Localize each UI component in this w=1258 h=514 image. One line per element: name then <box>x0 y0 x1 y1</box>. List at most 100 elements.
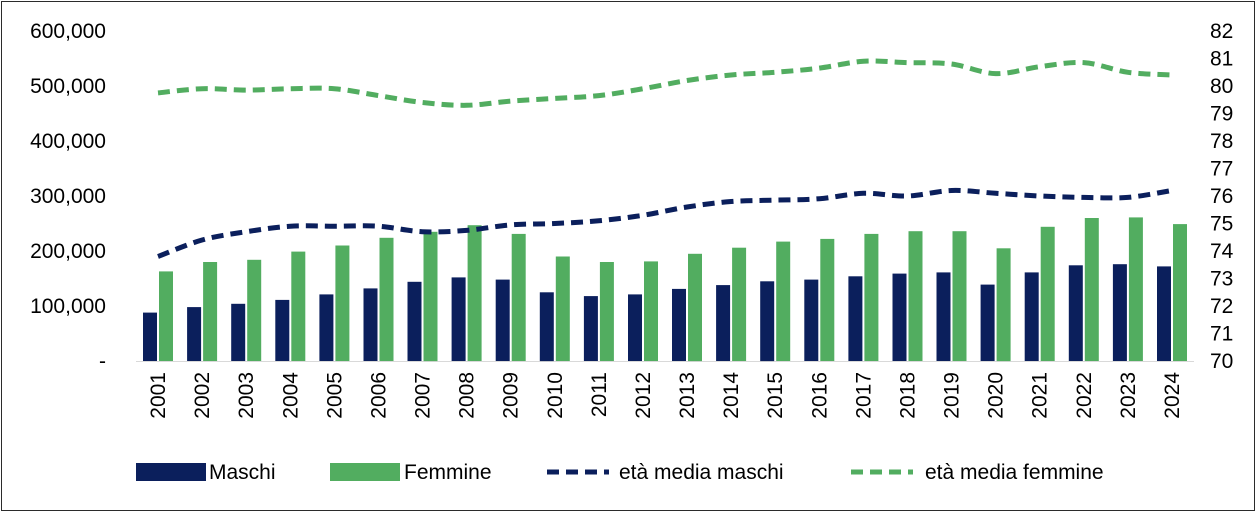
right-tick-label: 71 <box>1210 323 1233 346</box>
x-tick-label: 2005 <box>323 372 346 419</box>
x-tick-label: 2013 <box>676 372 699 419</box>
right-tick-label: 73 <box>1210 268 1233 291</box>
x-tick-label: 2018 <box>896 372 919 419</box>
x-tick-label: 2003 <box>235 372 258 419</box>
bar-maschi <box>1068 265 1083 361</box>
x-tick-label: 2006 <box>367 372 390 419</box>
x-tick-label: 2004 <box>279 372 302 419</box>
left-tick-label: 300,000 <box>30 185 106 208</box>
bar-maschi <box>231 303 246 361</box>
legend-label: Maschi <box>209 461 276 484</box>
legend-label: età media maschi <box>619 461 784 484</box>
bar-maschi <box>760 281 775 362</box>
bar-femmine <box>511 233 526 361</box>
right-tick-label: 75 <box>1210 213 1233 236</box>
right-tick-label: 70 <box>1210 350 1233 373</box>
x-tick-label: 2016 <box>808 372 831 419</box>
right-tick-label: 76 <box>1210 185 1233 208</box>
bar-maschi <box>275 299 290 361</box>
right-tick-label: 81 <box>1210 48 1233 71</box>
right-tick-label: 74 <box>1210 240 1234 263</box>
left-axis-ticks: - 100,000 200,000 300,000 400,000 500,000 600,… <box>30 20 106 373</box>
bar-maschi <box>804 279 819 361</box>
bar-femmine <box>203 262 218 361</box>
bar-femmine <box>1084 218 1099 361</box>
lines-group <box>157 58 1173 259</box>
x-tick-label: 2024 <box>1161 372 1184 419</box>
line-eta-media-femmine <box>157 58 1173 108</box>
left-tick-label: 600,000 <box>30 20 106 43</box>
left-tick-label: 200,000 <box>30 240 106 263</box>
bar-maschi <box>407 281 422 361</box>
x-tick-label: 2012 <box>632 372 655 419</box>
x-tick-label: 2017 <box>852 372 875 419</box>
bar-maschi <box>1112 264 1127 361</box>
right-tick-label: 79 <box>1210 103 1233 126</box>
x-axis-ticks: 2001 2002 2003 2004 2005 2006 2007 2008 2009 2010… <box>147 372 1184 419</box>
x-tick-label: 2011 <box>588 372 611 417</box>
x-tick-label: 2014 <box>720 372 743 419</box>
bar-maschi <box>980 284 995 361</box>
right-tick-label: 80 <box>1210 75 1233 98</box>
x-tick-label: 2010 <box>544 372 567 419</box>
bars-group <box>143 217 1187 362</box>
right-tick-label: 77 <box>1210 158 1233 181</box>
bar-femmine <box>247 259 262 361</box>
bar-femmine <box>996 248 1011 362</box>
x-tick-label: 2020 <box>985 372 1008 419</box>
bar-maschi <box>628 294 642 361</box>
left-tick-label: - <box>99 350 106 373</box>
legend-swatch <box>330 463 400 481</box>
bar-maschi <box>1024 272 1039 361</box>
bar-maschi <box>672 288 686 361</box>
x-tick-label: 2002 <box>191 372 214 419</box>
bar-maschi <box>363 288 378 361</box>
x-tick-label: 2022 <box>1073 372 1096 419</box>
bar-femmine <box>555 256 570 361</box>
x-tick-label: 2019 <box>941 372 964 419</box>
bar-femmine <box>335 245 350 361</box>
right-tick-label: 78 <box>1210 130 1233 153</box>
right-tick-label: 82 <box>1210 20 1233 43</box>
right-axis-ticks: 70 71 72 73 74 75 76 77 78 79 80 81 82 <box>1210 20 1234 373</box>
bar-maschi <box>495 279 510 361</box>
bar-maschi <box>892 273 907 361</box>
bar-femmine <box>1128 217 1143 361</box>
bar-femmine <box>820 238 835 361</box>
x-tick-label: 2009 <box>500 372 523 419</box>
line-eta-media-maschi <box>157 187 1173 259</box>
x-tick-label: 2001 <box>147 372 170 419</box>
bar-maschi <box>143 312 157 361</box>
bar-femmine <box>732 247 747 361</box>
bar-femmine <box>952 231 967 361</box>
bar-maschi <box>1157 266 1171 361</box>
bar-maschi <box>187 307 202 361</box>
bar-femmine <box>599 262 614 361</box>
x-tick-label: 2021 <box>1029 372 1052 419</box>
bar-femmine <box>159 271 173 361</box>
bar-femmine <box>688 253 702 362</box>
left-tick-label: 100,000 <box>30 295 106 318</box>
x-tick-label: 2023 <box>1117 372 1140 419</box>
x-tick-label: 2015 <box>764 372 787 419</box>
bar-femmine <box>908 231 923 361</box>
bar-femmine <box>644 261 658 361</box>
bar-maschi <box>583 296 598 361</box>
legend-swatch <box>136 463 206 481</box>
x-tick-label: 2008 <box>456 372 479 419</box>
bar-maschi <box>716 285 731 361</box>
bar-maschi <box>936 272 951 361</box>
bar-femmine <box>776 241 791 361</box>
bar-maschi <box>848 276 863 361</box>
legend-label: Femmine <box>404 461 492 484</box>
bar-femmine <box>423 231 438 362</box>
bar-femmine <box>1040 226 1055 361</box>
bar-femmine <box>467 225 482 361</box>
bar-maschi <box>319 294 334 361</box>
bar-femmine <box>379 237 394 361</box>
x-tick-label: 2007 <box>412 372 435 419</box>
bar-femmine <box>1173 224 1187 361</box>
legend: Maschi Femmine età media maschi età media f… <box>136 461 1104 484</box>
bar-maschi <box>451 277 466 361</box>
